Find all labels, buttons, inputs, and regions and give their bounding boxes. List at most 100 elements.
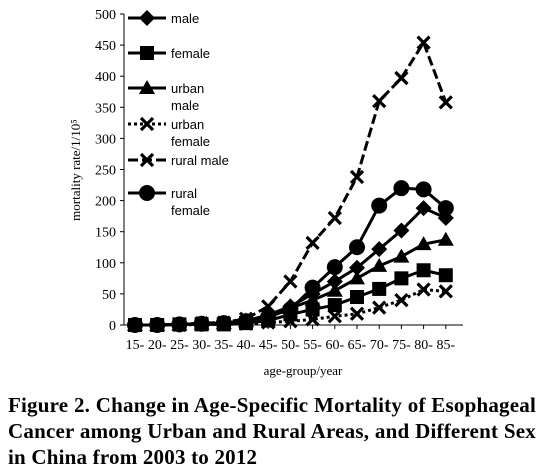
- data-point-female: [327, 298, 342, 313]
- y-tick-label: 450: [95, 39, 116, 54]
- data-point-rural-female: [238, 313, 254, 330]
- x-tick-label: 80-: [414, 338, 433, 353]
- data-point-rural-male: [327, 210, 342, 226]
- legend-swatch-marker: [139, 116, 155, 132]
- x-axis-title: age-group/year: [264, 363, 343, 378]
- series-rural-female: [127, 180, 454, 333]
- data-point-urban-male: [437, 231, 454, 246]
- data-point-urban-female: [305, 312, 320, 327]
- data-point-urban-female: [283, 314, 298, 329]
- legend-item-rural-female: rural female: [128, 185, 210, 218]
- legend-swatch-marker: [140, 46, 154, 60]
- x-tick-label: 85-: [436, 338, 455, 353]
- legend-label: male: [171, 98, 199, 113]
- mortality-line-chart: 0 50 100 150 200 250 300 350 400 450 500 15- 20- 25-…: [68, 8, 463, 378]
- data-point-female: [394, 271, 409, 286]
- data-point-rural-female: [193, 315, 210, 332]
- legend-item-urban-male: urban male: [128, 80, 204, 113]
- data-point-female: [372, 281, 387, 296]
- data-point-urban-male: [415, 236, 432, 251]
- x-tick-label: 75-: [392, 338, 411, 353]
- data-point-urban-female: [372, 300, 387, 315]
- x-tick-label: 65-: [348, 338, 367, 353]
- data-point-rural-male: [283, 274, 298, 289]
- data-point-rural-male: [305, 235, 320, 251]
- data-point-rural-female: [349, 239, 365, 256]
- data-point-urban-male: [371, 257, 388, 272]
- data-point-male: [393, 222, 410, 239]
- data-point-rural-female: [171, 316, 188, 333]
- y-tick-label: 250: [95, 164, 116, 179]
- x-tick-label: 25-: [170, 338, 189, 353]
- legend-swatch-marker: [139, 185, 155, 201]
- series-layer: [127, 35, 454, 333]
- legend-swatch-marker: [139, 152, 155, 168]
- x-tick-label: 35-: [214, 338, 233, 353]
- legend-swatch-marker: [139, 10, 155, 26]
- data-point-rural-female: [149, 317, 166, 333]
- data-point-urban-female: [394, 292, 409, 308]
- figure-caption: Figure 2. Change in Age-Specific Mortali…: [8, 393, 536, 469]
- data-point-male: [349, 259, 365, 276]
- legend-item-female: female: [128, 46, 210, 61]
- x-tick-label: 40-: [237, 338, 256, 353]
- data-point-male: [371, 241, 388, 258]
- legend-label: urban: [171, 81, 204, 96]
- data-point-urban-male: [393, 248, 410, 263]
- data-point-rural-female: [326, 259, 343, 276]
- x-tick-label: 45-: [259, 338, 278, 353]
- x-tick-label: 50-: [281, 338, 300, 353]
- y-tick-label: 0: [109, 319, 116, 334]
- y-tick-label: 150: [95, 226, 116, 241]
- data-point-rural-male: [438, 95, 453, 110]
- data-point-rural-female: [437, 200, 454, 217]
- x-tick-label: 55-: [303, 338, 322, 353]
- data-point-urban-male: [304, 292, 321, 307]
- legend-label: rural: [171, 186, 197, 201]
- data-point-rural-male: [349, 169, 365, 185]
- legend-swatch-marker: [139, 80, 155, 94]
- data-point-rural-female: [282, 301, 299, 318]
- y-tick-label: 50: [102, 288, 116, 303]
- legend-item-urban-female: urban female: [128, 116, 210, 149]
- data-point-rural-male: [416, 35, 431, 50]
- legend-item-male: male: [128, 10, 199, 26]
- data-point-male: [415, 200, 432, 217]
- data-point-rural-female: [260, 308, 277, 325]
- legend-label: male: [171, 11, 199, 26]
- data-point-urban-male: [349, 270, 365, 285]
- data-point-male: [326, 273, 343, 290]
- data-point-rural-female: [304, 279, 321, 296]
- legend-label: female: [171, 203, 210, 218]
- data-point-female: [416, 263, 431, 278]
- data-point-rural-female: [415, 181, 432, 198]
- legend: male female urban male urban female rural male…: [128, 10, 229, 218]
- y-tick-label: 300: [95, 132, 116, 147]
- data-point-urban-female: [438, 284, 453, 299]
- legend-label: rural male: [171, 153, 229, 168]
- data-point-female: [350, 290, 364, 305]
- y-tick-label: 100: [95, 257, 116, 272]
- data-point-rural-female: [127, 317, 143, 333]
- data-point-urban-female: [327, 309, 342, 324]
- data-point-rural-male: [394, 70, 409, 86]
- legend-label: urban: [171, 117, 204, 132]
- y-axis-title: mortality rate/1/10⁵: [68, 119, 83, 221]
- y-tick-label: 400: [95, 70, 116, 85]
- y-tick-label: 350: [95, 101, 116, 116]
- data-point-rural-female: [393, 180, 410, 197]
- data-point-female: [438, 268, 453, 283]
- x-tick-label: 60-: [325, 338, 344, 353]
- x-tick-label: 15-: [126, 338, 145, 353]
- x-tick-label: 20-: [148, 338, 167, 353]
- y-axis: 0 50 100 150 200 250 300 350 400 450 500: [95, 8, 125, 334]
- legend-item-rural-male: rural male: [128, 152, 229, 168]
- legend-label: female: [171, 134, 210, 149]
- data-point-rural-female: [371, 197, 388, 214]
- y-tick-label: 200: [95, 195, 116, 210]
- data-point-rural-female: [215, 315, 232, 332]
- data-point-urban-male: [326, 282, 343, 297]
- x-tick-label: 30-: [192, 338, 211, 353]
- y-tick-label: 500: [95, 8, 116, 23]
- legend-label: female: [171, 46, 210, 61]
